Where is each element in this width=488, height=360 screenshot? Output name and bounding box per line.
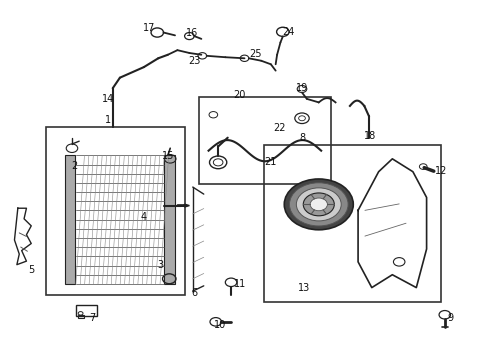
Text: 4: 4: [141, 212, 146, 222]
Text: 23: 23: [187, 56, 200, 66]
Text: 20: 20: [233, 90, 245, 100]
Text: 15: 15: [162, 151, 174, 161]
Text: 13: 13: [298, 283, 310, 293]
Text: 11: 11: [233, 279, 245, 289]
Text: 19: 19: [295, 83, 307, 93]
Text: 6: 6: [191, 288, 197, 298]
Text: 21: 21: [264, 157, 277, 167]
Bar: [76, 305, 97, 316]
Text: 22: 22: [272, 123, 285, 133]
Text: 14: 14: [102, 94, 114, 104]
Text: 24: 24: [282, 27, 294, 37]
Text: 5: 5: [28, 265, 34, 275]
Bar: [199, 97, 330, 184]
Text: 25: 25: [248, 49, 261, 59]
Circle shape: [303, 193, 334, 216]
Text: 7: 7: [89, 313, 96, 323]
Text: 17: 17: [142, 23, 155, 33]
Text: 3: 3: [157, 260, 163, 270]
Bar: [64, 155, 75, 284]
Text: 12: 12: [434, 166, 446, 176]
Bar: [78, 315, 84, 318]
Circle shape: [289, 183, 347, 226]
Circle shape: [309, 198, 327, 211]
Circle shape: [284, 179, 352, 230]
Text: 16: 16: [185, 27, 198, 37]
Text: 18: 18: [363, 131, 375, 141]
Text: 1: 1: [104, 115, 111, 125]
Bar: [45, 127, 184, 294]
FancyArrow shape: [177, 204, 189, 207]
Text: 2: 2: [71, 161, 77, 171]
Text: 8: 8: [298, 133, 305, 143]
Text: 9: 9: [447, 313, 453, 323]
Text: 10: 10: [214, 320, 226, 330]
Circle shape: [296, 188, 341, 221]
Bar: [263, 145, 440, 302]
Bar: [164, 155, 175, 284]
